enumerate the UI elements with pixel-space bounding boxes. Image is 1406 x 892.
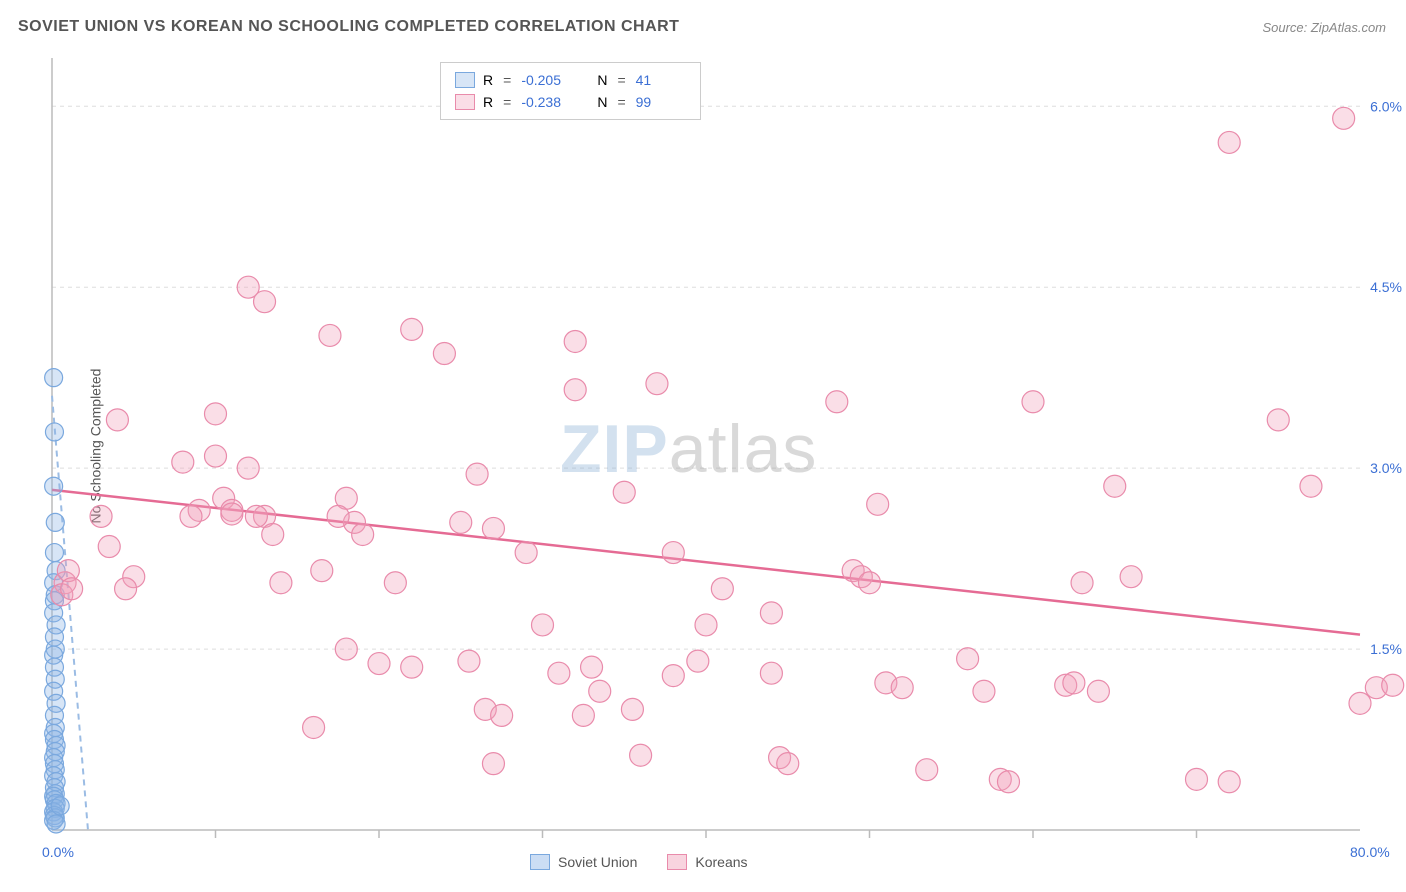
r-label: R (483, 91, 493, 113)
n-value: 41 (636, 69, 686, 91)
svg-text:3.0%: 3.0% (1370, 460, 1402, 476)
legend-row: R=-0.205N=41 (455, 69, 686, 91)
n-label: N (597, 69, 607, 91)
n-label: N (597, 91, 607, 113)
legend-item: Soviet Union (530, 854, 637, 870)
legend-swatch (455, 72, 475, 88)
legend-swatch (455, 94, 475, 110)
chart-container: SOVIET UNION VS KOREAN NO SCHOOLING COMP… (0, 0, 1406, 892)
legend-item: Koreans (667, 854, 747, 870)
r-label: R (483, 69, 493, 91)
legend-label: Soviet Union (558, 854, 637, 870)
legend-swatch (667, 854, 687, 870)
correlation-legend: R=-0.205N=41R=-0.238N=99 (440, 62, 701, 120)
r-value: -0.238 (521, 91, 571, 113)
svg-text:4.5%: 4.5% (1370, 279, 1402, 295)
legend-row: R=-0.238N=99 (455, 91, 686, 113)
scatter-chart: 1.5% 3.0% 4.5% 6.0% (0, 0, 1406, 892)
n-value: 99 (636, 91, 686, 113)
r-value: -0.205 (521, 69, 571, 91)
x-axis-end-label: 80.0% (1350, 844, 1390, 860)
series-legend: Soviet Union Koreans (530, 854, 748, 870)
x-axis-start-label: 0.0% (42, 844, 74, 860)
svg-text:1.5%: 1.5% (1370, 641, 1402, 657)
svg-text:6.0%: 6.0% (1370, 98, 1402, 114)
legend-swatch (530, 854, 550, 870)
legend-label: Koreans (695, 854, 747, 870)
